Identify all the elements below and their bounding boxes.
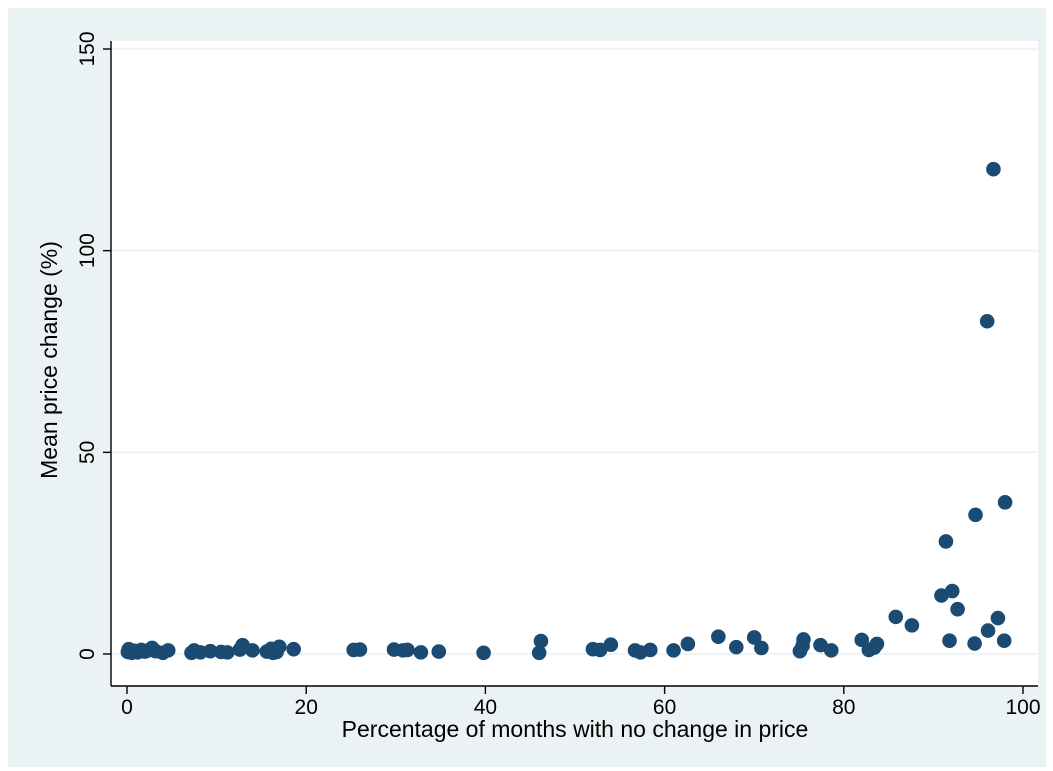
data-point — [203, 643, 218, 659]
data-points — [120, 161, 1013, 661]
x-tick-label: 100 — [1005, 696, 1040, 719]
data-point — [245, 643, 260, 658]
data-point — [413, 645, 429, 660]
data-point — [476, 645, 491, 661]
grid-lines — [111, 48, 1038, 655]
x-axis-ticks: 0 20 40 60 80 100 — [121, 686, 1041, 719]
data-point — [531, 645, 547, 661]
x-tick-label: 60 — [653, 696, 676, 719]
data-point — [823, 643, 839, 658]
data-point — [220, 645, 235, 660]
data-point — [746, 630, 762, 645]
data-point — [986, 161, 1001, 177]
data-point — [272, 639, 287, 655]
x-axis-title: Percentage of months with no change in p… — [342, 716, 809, 742]
y-tick-label: 150 — [76, 31, 99, 66]
data-point — [854, 632, 870, 648]
data-point — [944, 583, 960, 599]
data-point — [979, 313, 995, 329]
x-tick-label: 0 — [121, 696, 133, 719]
data-point — [754, 640, 769, 656]
x-tick-label: 40 — [474, 696, 497, 719]
data-point — [938, 534, 954, 549]
y-tick-label: 0 — [76, 648, 99, 660]
data-point — [796, 632, 811, 647]
data-point — [286, 641, 301, 657]
chart-frame: 0 20 40 60 80 100 0 50 100 150 Percentage of mon… — [8, 8, 1046, 767]
x-tick-label: 80 — [832, 696, 855, 719]
data-point — [950, 601, 965, 617]
data-point — [533, 633, 549, 649]
data-point — [904, 618, 920, 633]
data-point — [990, 610, 1006, 626]
data-point — [968, 507, 983, 523]
data-point — [400, 642, 415, 658]
data-point — [888, 609, 904, 625]
y-tick-label: 50 — [76, 441, 99, 464]
data-point — [160, 643, 176, 658]
x-tick-label: 20 — [295, 696, 318, 719]
data-point — [728, 639, 744, 655]
data-point — [997, 495, 1013, 510]
data-point — [680, 636, 696, 652]
data-point — [996, 633, 1012, 648]
y-axis-title: Mean price change (%) — [36, 241, 62, 479]
axes — [110, 41, 1038, 687]
y-axis-ticks: 0 50 100 150 — [76, 31, 111, 660]
data-point — [711, 629, 726, 644]
y-tick-label: 100 — [76, 233, 99, 268]
data-point — [967, 636, 982, 651]
data-point — [642, 642, 658, 658]
data-point — [869, 636, 885, 652]
data-point — [942, 633, 957, 648]
data-point — [603, 637, 619, 653]
scatter-chart: 0 20 40 60 80 100 0 50 100 150 Percentage of mon… — [36, 31, 1041, 742]
plot-area — [111, 41, 1038, 686]
data-point — [431, 644, 447, 659]
data-point — [352, 642, 368, 657]
data-point — [666, 643, 681, 658]
data-point — [980, 623, 996, 638]
